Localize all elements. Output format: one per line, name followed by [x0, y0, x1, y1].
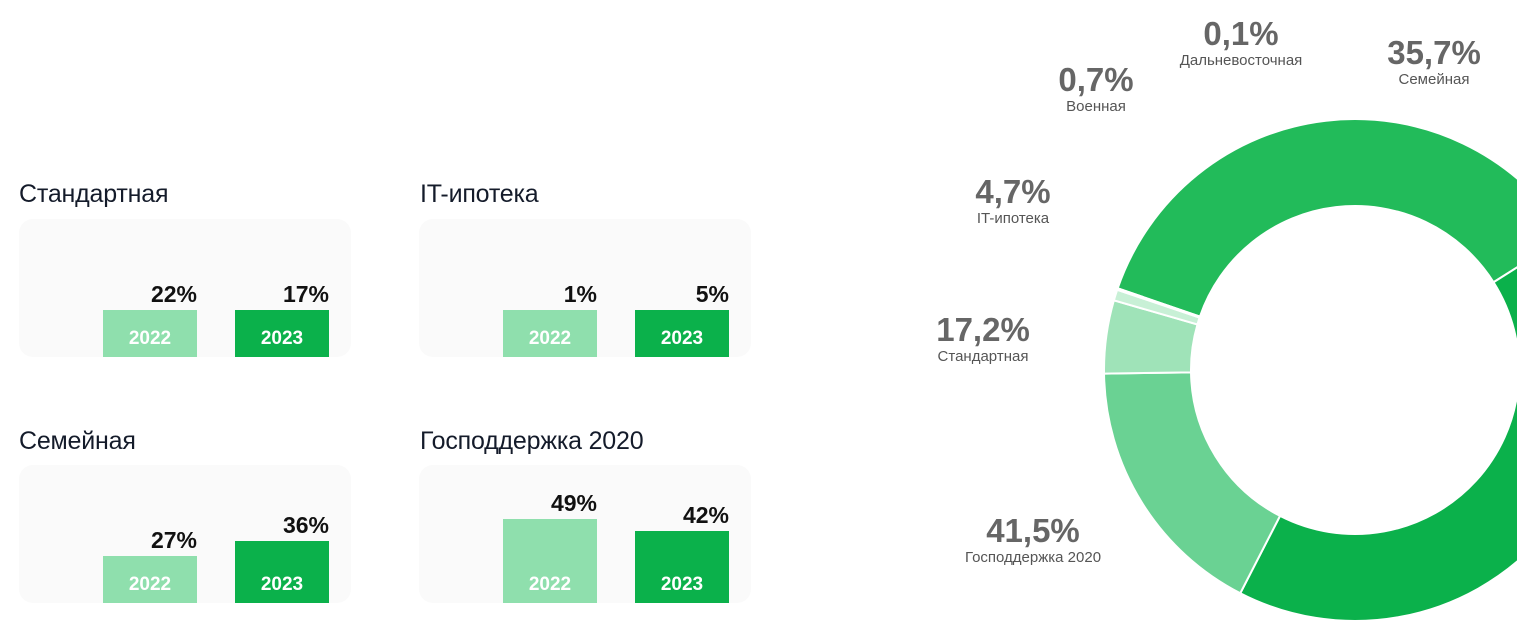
slice-name-label: Стандартная [937, 348, 1029, 365]
slice-percent-label: 35,7% [1387, 34, 1481, 71]
bar-2022: 2022 [503, 519, 597, 603]
bar-2023: 2023 [635, 310, 729, 357]
slice-percent-label: 0,7% [1058, 61, 1134, 98]
bar-card-it: 2022 2023 1% 5% [419, 219, 751, 357]
bar-2023: 2023 [235, 541, 329, 603]
bar-2022: 2022 [503, 310, 597, 357]
slice-percent-label: 4,7% [975, 173, 1051, 210]
bar-2023: 2023 [635, 531, 729, 603]
bar-2023: 2023 [235, 310, 329, 357]
bar-year-label: 2023 [660, 328, 704, 349]
bar-year-label: 2023 [260, 574, 304, 595]
bar-value-label: 42% [682, 502, 729, 528]
donut-slice-1 [1238, 266, 1517, 622]
bar-year-label: 2022 [528, 574, 572, 595]
donut-slice-5 [1115, 287, 1202, 319]
bar-2022: 2022 [103, 556, 197, 603]
donut-slice-0 [1116, 118, 1517, 318]
bar-card-gov-support: 2022 2023 49% 42% [419, 465, 751, 603]
bar-year-label: 2022 [128, 574, 172, 595]
donut-slice-2 [1103, 371, 1282, 595]
bar-value-label: 17% [282, 281, 329, 307]
bar-year-label: 2022 [128, 328, 172, 349]
bar-value-label: 5% [695, 281, 729, 307]
slice-name-label: Военная [1066, 98, 1126, 115]
donut-label-standard: 17,2% Стандартная [936, 312, 1030, 366]
donut-label-gov-support: 41,5% Господдержка 2020 [965, 513, 1101, 567]
bar-2022: 2022 [103, 310, 197, 357]
bar-year-label: 2023 [260, 328, 304, 349]
slice-percent-label: 41,5% [986, 512, 1080, 549]
bar-year-label: 2023 [660, 574, 704, 595]
slice-name-label: Семейная [1398, 71, 1470, 88]
slice-name-label: Господдержка 2020 [964, 549, 1102, 566]
slice-percent-label: 0,1% [1203, 15, 1279, 52]
chart-title-gov-support: Господдержка 2020 [420, 427, 644, 455]
slice-percent-label: 17,2% [936, 311, 1030, 348]
donut-label-it: 4,7% IT-ипотека [975, 174, 1050, 228]
bar-value-label: 36% [282, 512, 329, 538]
donut-label-voennaya: 0,7% Военная [1058, 62, 1133, 116]
bar-value-label: 27% [150, 527, 197, 553]
donut-label-semeynaya: 35,7% Семейная [1387, 35, 1481, 89]
slice-name-label: Дальневосточная [1179, 52, 1303, 69]
bar-year-label: 2022 [528, 328, 572, 349]
slice-name-label: IT-ипотека [976, 210, 1050, 227]
donut-label-dalnevostochnaya: 0,1% Дальневосточная [1180, 16, 1303, 70]
bar-card-standard: 2022 2023 22% 17% [19, 219, 351, 357]
bar-card-family: 2022 2023 27% 36% [19, 465, 351, 603]
chart-title-it: IT-ипотека [420, 180, 539, 208]
chart-title-standard: Стандартная [19, 180, 169, 208]
bar-value-label: 22% [150, 281, 197, 307]
bar-value-label: 1% [563, 281, 597, 307]
chart-title-family: Семейная [19, 427, 136, 455]
bar-value-label: 49% [550, 490, 597, 516]
